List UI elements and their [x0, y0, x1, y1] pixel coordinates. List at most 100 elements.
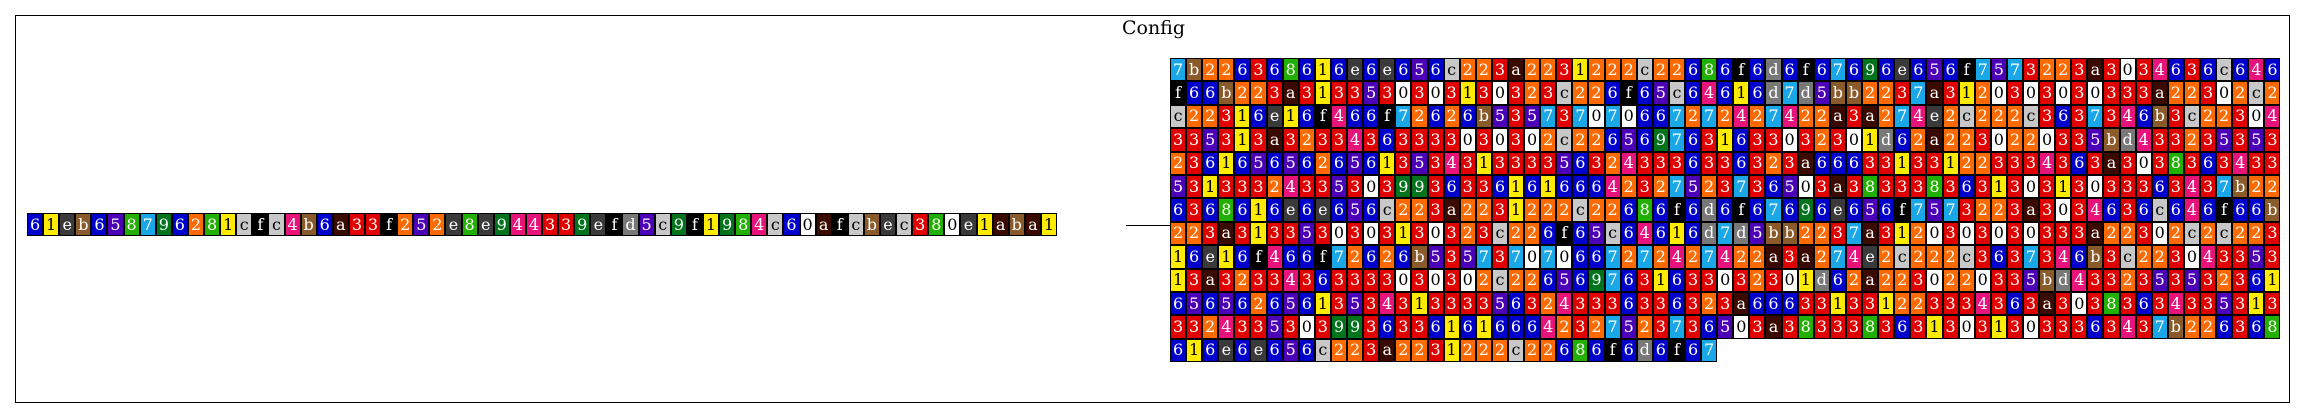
symbol-cell: f — [1668, 338, 1685, 363]
symbol-cell: 3 — [2232, 245, 2249, 269]
symbol-cell: 3 — [1170, 315, 1187, 339]
symbol-cell: 5 — [2216, 128, 2233, 152]
symbol-cell: 3 — [1218, 128, 1235, 152]
symbol-cell: 3 — [1186, 151, 1203, 175]
symbol-cell: 2 — [1572, 81, 1589, 105]
symbol-cell: b — [300, 213, 317, 237]
symbol-cell: a — [1862, 104, 1879, 129]
symbol-cell: b — [1765, 221, 1782, 246]
symbol-cell: 2 — [1250, 81, 1267, 105]
symbol-cell: 3 — [1347, 221, 1364, 246]
symbol-cell: 3 — [2055, 291, 2072, 316]
symbol-cell: 0 — [1427, 81, 1444, 105]
symbol-cell: 1 — [1250, 198, 1267, 222]
symbol-cell: 2 — [1491, 338, 1508, 363]
symbol-cell: 4 — [1556, 291, 1573, 316]
symbol-cell: 3 — [1813, 174, 1830, 199]
symbol-cell: 3 — [1749, 315, 1766, 339]
symbol-cell: 3 — [1298, 174, 1315, 199]
symbol-cell: 2 — [1459, 221, 1476, 246]
symbol-cell: 5 — [1282, 151, 1299, 175]
symbol-cell: 3 — [1878, 151, 1895, 175]
symbol-cell: 3 — [1926, 291, 1943, 316]
symbol-cell: 3 — [2039, 81, 2056, 105]
symbol-cell: 3 — [1250, 315, 1267, 339]
symbol-cell: 2 — [2022, 128, 2040, 152]
symbol-cell: d — [1636, 338, 1653, 363]
symbol-cell: 2 — [1878, 268, 1895, 292]
symbol-cell: 0 — [1395, 268, 1412, 292]
symbol-cell: 3 — [1588, 151, 1605, 175]
symbol-cell: 0 — [2216, 81, 2233, 105]
symbol-cell: 3 — [1636, 151, 1653, 175]
symbol-cell: 3 — [1363, 268, 1380, 292]
symbol-cell: 2 — [1620, 174, 1637, 199]
symbol-cell: 6 — [1540, 268, 1557, 292]
symbol-cell: 7 — [1894, 104, 1911, 129]
symbol-cell: 3 — [2006, 151, 2023, 175]
symbol-cell: 2 — [1910, 245, 1927, 269]
symbol-cell: 2 — [1572, 128, 1589, 152]
symbol-cell: 5 — [1556, 268, 1573, 292]
symbol-cell: 3 — [2264, 151, 2281, 175]
symbol-cell: 6 — [2248, 268, 2265, 292]
symbol-cell: 2 — [1652, 245, 1669, 269]
symbol-cell: 2 — [1250, 291, 1267, 316]
symbol-cell: 3 — [364, 213, 382, 237]
symbol-cell: b — [2103, 128, 2120, 152]
symbol-cell: 3 — [1411, 268, 1428, 292]
symbol-cell: 3 — [1330, 81, 1348, 105]
symbol-cell: 3 — [2103, 245, 2120, 269]
symbol-cell: 4 — [2071, 268, 2088, 292]
symbol-cell: 3 — [1475, 81, 1492, 105]
symbol-cell: 7 — [1604, 104, 1621, 129]
symbol-cell: 6 — [2216, 315, 2233, 339]
symbol-cell: 6 — [1894, 315, 1911, 339]
symbol-cell: 1 — [1862, 128, 1879, 152]
symbol-cell: 3 — [1942, 221, 1959, 246]
symbol-cell: 2 — [1813, 221, 1830, 246]
symbol-cell: 3 — [2183, 58, 2200, 82]
symbol-cell: 3 — [1990, 151, 2007, 175]
symbol-cell: 0 — [1330, 221, 1348, 246]
symbol-cell: 5 — [1749, 221, 1766, 246]
symbol-cell: 3 — [1218, 104, 1235, 129]
symbol-cell: 3 — [2006, 315, 2023, 339]
symbol-cell: c — [1491, 268, 1508, 292]
symbol-cell: 0 — [2087, 81, 2104, 105]
symbol-cell: 3 — [2264, 291, 2281, 316]
symbol-cell: 0 — [2022, 174, 2040, 199]
symbol-cell: 6 — [1765, 291, 1782, 316]
symbol-cell: 5 — [1427, 245, 1444, 269]
symbol-cell: 7 — [1668, 174, 1685, 199]
symbol-cell: 6 — [1685, 128, 1702, 152]
symbol-cell: 2 — [1701, 174, 1718, 199]
symbol-cell: 2 — [1797, 221, 1814, 246]
symbol-cell: 2 — [2183, 315, 2200, 339]
symbol-cell: e — [879, 213, 897, 237]
symbol-cell: 4 — [1845, 245, 1863, 269]
symbol-cell: 3 — [1878, 174, 1895, 199]
symbol-cell: 6 — [2151, 174, 2168, 199]
symbol-cell: 1 — [1234, 128, 1251, 152]
symbol-cell: 7 — [1910, 81, 1927, 105]
symbol-cell: 2 — [2200, 315, 2217, 339]
symbol-cell: 1 — [1395, 221, 1412, 246]
symbol-cell: 0 — [1427, 221, 1444, 246]
symbol-cell: 0 — [1733, 315, 1750, 339]
symbol-cell: 3 — [1314, 174, 1331, 199]
symbol-cell: 3 — [1314, 315, 1331, 339]
symbol-cell: 3 — [348, 213, 365, 237]
symbol-cell: a — [1379, 338, 1396, 363]
symbol-cell: 3 — [2232, 104, 2249, 129]
symbol-cell: 5 — [1556, 151, 1573, 175]
symbol-cell: 4 — [1701, 81, 1718, 105]
symbol-cell: 3 — [2135, 315, 2152, 339]
symbol-cell: 8 — [2264, 315, 2281, 339]
symbol-cell: 2 — [2006, 104, 2023, 129]
symbol-cell: 6 — [2135, 291, 2152, 316]
symbol-cell: 3 — [2022, 291, 2040, 316]
symbol-cell: 6 — [783, 213, 800, 237]
symbol-cell: 3 — [2216, 245, 2233, 269]
